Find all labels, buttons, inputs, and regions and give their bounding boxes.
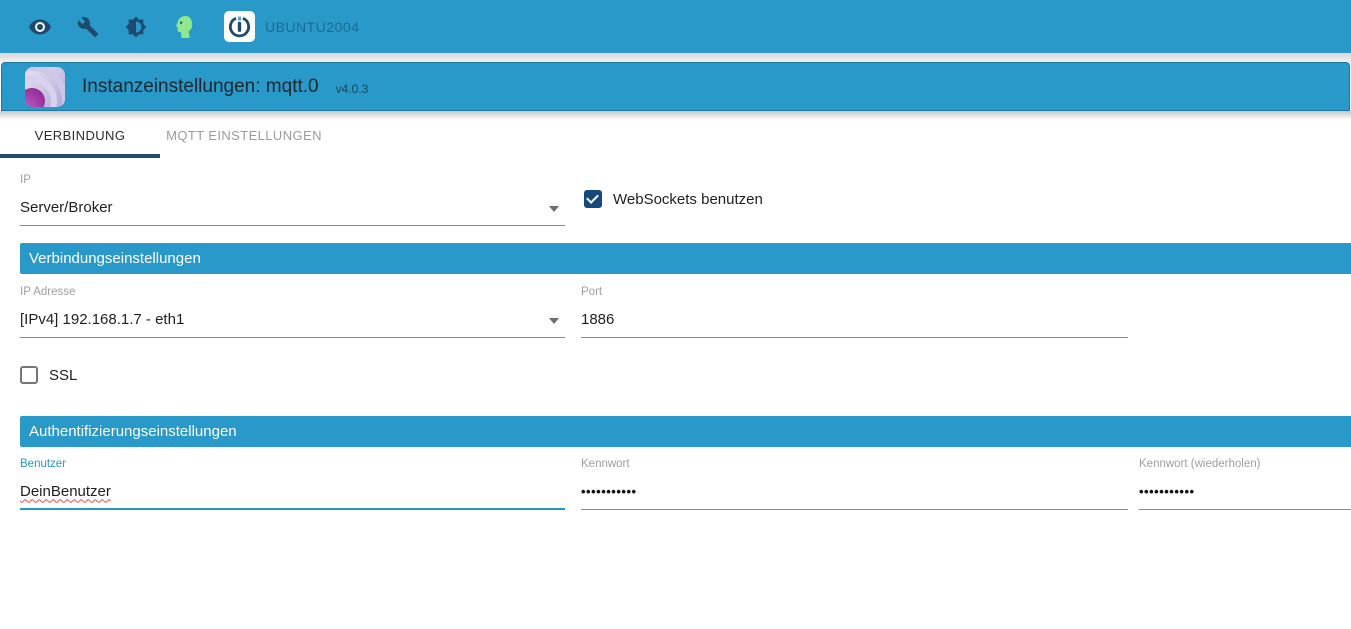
mqtt-adapter-icon <box>25 66 65 107</box>
ip-type-label: IP <box>20 174 31 186</box>
persona-icon-svg <box>175 15 193 38</box>
ip-address-select[interactable]: IP Adresse [IPv4] 192.168.1.7 - eth1 <box>20 286 565 338</box>
version-badge: v4.0.3 <box>335 81 369 96</box>
top-toolbar: UBUNTU2004 <box>0 0 1351 53</box>
toolbar-divider <box>0 53 1351 62</box>
chevron-down-icon <box>549 318 559 324</box>
instance-header: Instanzeinstellungen: mqtt.0 v4.0.3 <box>1 62 1350 111</box>
section-connection-header: Verbindungseinstellungen <box>20 243 1351 274</box>
persona-icon[interactable] <box>172 15 196 39</box>
password-repeat-field[interactable]: Kennwort (wiederholen) ••••••••••• <box>1139 458 1351 510</box>
user-field[interactable]: Benutzer DeinBenutzer <box>20 458 565 510</box>
port-label: Port <box>581 286 603 298</box>
password-field[interactable]: Kennwort ••••••••••• <box>581 458 1128 510</box>
password-label: Kennwort <box>581 458 630 470</box>
ssl-checkbox[interactable] <box>20 366 38 384</box>
iobroker-logo-svg <box>228 16 251 38</box>
tab-verbindung[interactable]: VERBINDUNG <box>34 128 126 143</box>
port-field[interactable]: Port 1886 <box>581 286 1128 338</box>
wrench-icon-svg <box>77 16 99 37</box>
ssl-label: SSL <box>49 366 78 384</box>
iobroker-logo[interactable] <box>224 11 255 42</box>
eye-icon[interactable] <box>28 15 52 39</box>
page-title: Instanzeinstellungen: mqtt.0 <box>82 75 319 97</box>
brightness-icon-svg <box>125 16 147 37</box>
password-repeat-label: Kennwort (wiederholen) <box>1139 458 1261 470</box>
ip-address-label: IP Adresse <box>20 286 76 298</box>
ip-type-value: Server/Broker <box>20 199 113 216</box>
header-shadow <box>0 111 1351 120</box>
websockets-checkbox[interactable] <box>584 190 602 208</box>
websockets-label: WebSockets benutzen <box>613 190 763 208</box>
ip-address-value: [IPv4] 192.168.1.7 - eth1 <box>20 311 185 328</box>
wrench-icon[interactable] <box>76 15 100 39</box>
brightness-icon[interactable] <box>124 15 148 39</box>
ssl-checkbox-row[interactable]: SSL <box>20 366 77 384</box>
active-tab-indicator <box>0 154 160 158</box>
ip-type-select[interactable]: IP Server/Broker <box>20 174 565 226</box>
user-label: Benutzer <box>20 458 67 470</box>
websockets-checkbox-row[interactable]: WebSockets benutzen <box>584 190 763 208</box>
tab-bar: VERBINDUNG MQTT EINSTELLUNGEN <box>0 120 1351 158</box>
port-value: 1886 <box>581 311 615 328</box>
section-auth-header: Authentifizierungseinstellungen <box>20 416 1351 447</box>
password-value: ••••••••••• <box>581 484 637 499</box>
eye-icon-svg <box>29 19 51 34</box>
tab-mqtt-einstellungen[interactable]: MQTT EINSTELLUNGEN <box>166 128 322 143</box>
chevron-down-icon <box>549 206 559 212</box>
host-label: UBUNTU2004 <box>265 18 360 35</box>
password-repeat-value: ••••••••••• <box>1139 484 1195 499</box>
user-value: DeinBenutzer <box>20 482 111 500</box>
